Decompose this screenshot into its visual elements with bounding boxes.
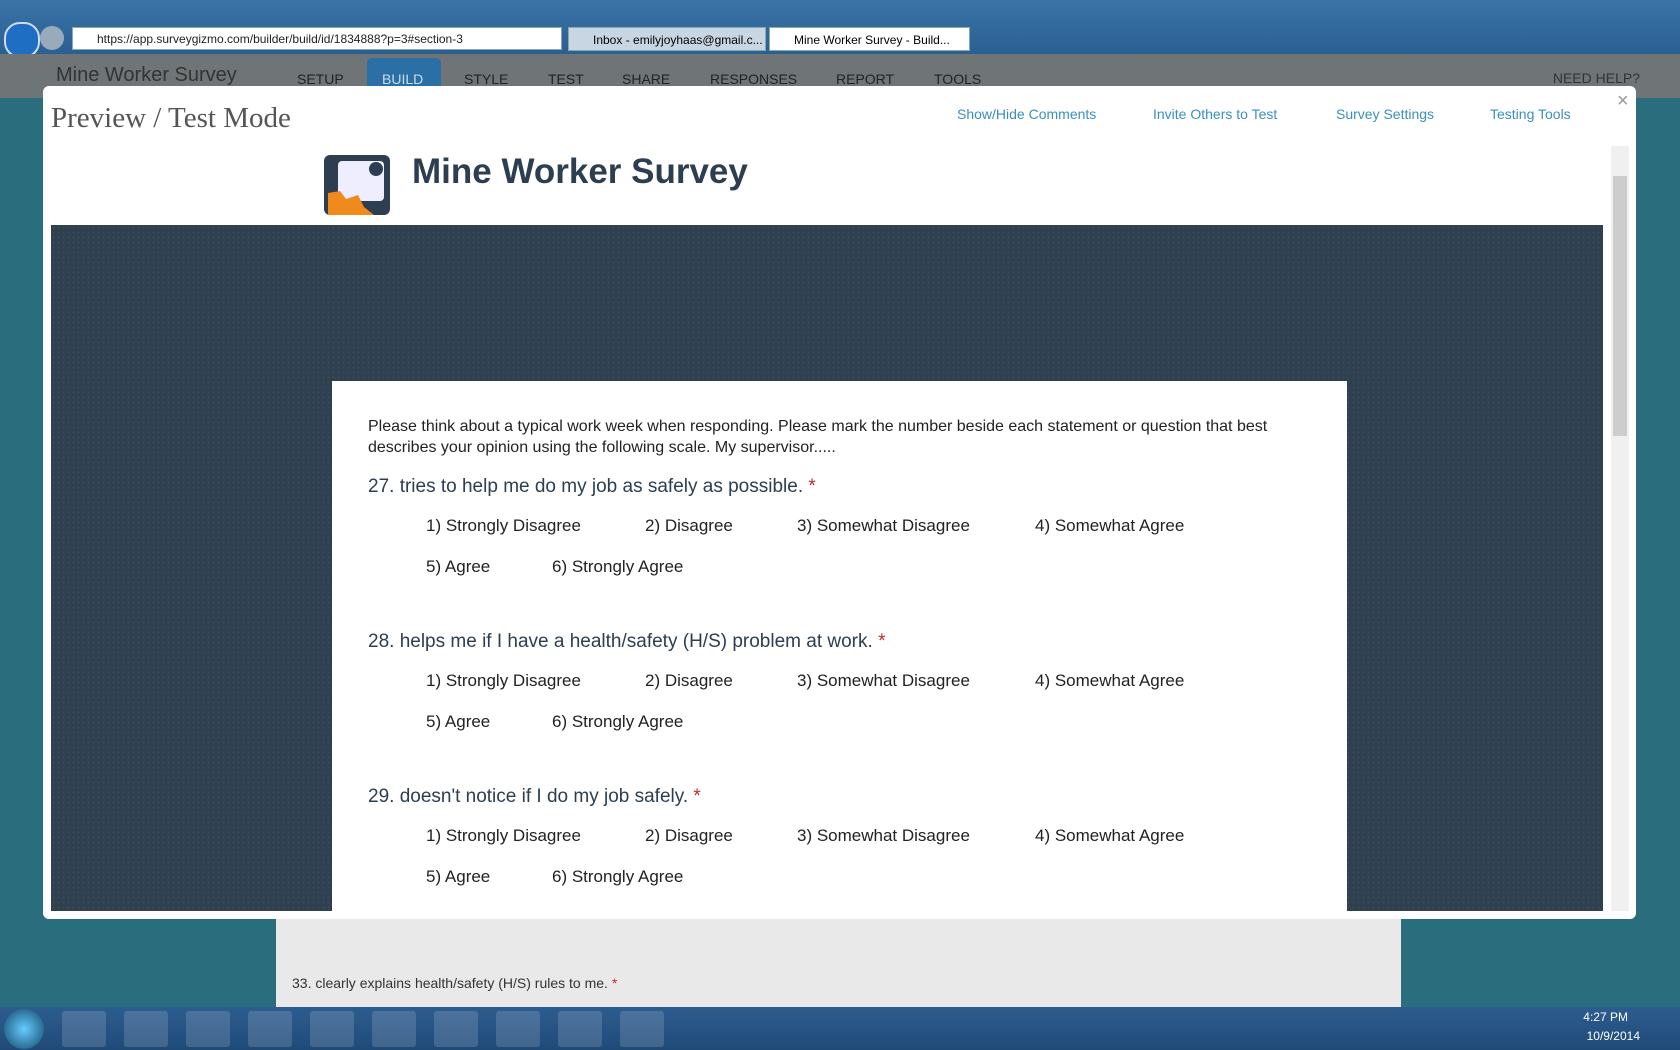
question-text: 29. doesn't notice if I do my job safely… [368,786,689,807]
nav-item[interactable]: STYLE [464,71,509,87]
answer-option[interactable]: 1) Strongly Disagree [426,671,581,690]
scroll-thumb[interactable] [1613,176,1627,436]
nav-item[interactable]: SETUP [297,71,344,87]
nav-item[interactable]: BUILD [382,71,424,87]
address-bar[interactable]: https://app.surveygizmo.com/builder/buil… [72,27,562,50]
survey-logo [324,155,390,215]
answer-option[interactable]: 6) Strongly Agree [552,557,684,576]
taskbar-icon[interactable] [558,1011,602,1047]
answer-option[interactable]: 6) Strongly Agree [552,712,684,731]
nav-item[interactable]: TEST [548,71,584,87]
scrollbar[interactable] [1611,146,1629,911]
modal-link[interactable]: Invite Others to Test [1153,106,1278,122]
forward-button[interactable] [40,26,64,50]
active-tab[interactable]: Mine Worker Survey - Build... [769,27,970,51]
clock-date: 10/9/2014 [1586,1029,1640,1043]
answer-option[interactable]: 3) Somewhat Disagree [797,826,970,845]
taskbar-icon[interactable] [496,1011,540,1047]
taskbar-icon[interactable] [310,1011,354,1047]
background-question: 33. clearly explains health/safety (H/S)… [292,975,617,991]
browser-bar: https://app.surveygizmo.com/builder/buil… [0,0,1680,58]
tab[interactable]: Inbox - emilyjoyhaas@gmail.c... [568,27,766,51]
answer-option[interactable]: 4) Somewhat Agree [1035,671,1185,690]
nav-item[interactable]: RESPONSES [710,71,798,87]
preview-modal: Preview / Test Mode × Mine Worker Survey… [43,86,1636,919]
question-text: 28. helps me if I have a health/safety (… [368,631,873,652]
survey-background: Please think about a typical work week w… [51,225,1603,919]
clock-time: 4:27 PM [1583,1010,1628,1024]
close-button[interactable]: × [1617,90,1629,112]
required-mark: * [693,786,701,807]
taskbar-icon[interactable] [124,1011,168,1047]
start-button[interactable] [4,1009,44,1049]
required-mark: * [878,631,886,652]
answer-option[interactable]: 1) Strongly Disagree [426,516,581,535]
modal-link[interactable]: Testing Tools [1490,106,1571,122]
question: 28. helps me if I have a health/safety (… [368,631,885,653]
taskbar-icon[interactable] [434,1011,478,1047]
taskbar-icon[interactable] [248,1011,292,1047]
taskbar-icon[interactable] [186,1011,230,1047]
taskbar-icon[interactable] [62,1011,106,1047]
answer-option[interactable]: 4) Somewhat Agree [1035,826,1185,845]
modal-link[interactable]: Survey Settings [1336,106,1435,122]
taskbar-icon[interactable] [372,1011,416,1047]
survey-title: Mine Worker Survey [412,152,748,191]
question-text: 27. tries to help me do my job as safely… [368,476,804,497]
required-mark: * [808,476,816,497]
intro-text: Please think about a typical work week w… [368,418,1268,456]
app-title: Mine Worker Survey [56,64,237,86]
answer-option[interactable]: 3) Somewhat Disagree [797,671,970,690]
answer-option[interactable]: 3) Somewhat Disagree [797,516,970,535]
required-mark: * [611,975,618,991]
help-link[interactable]: NEED HELP? [1552,70,1640,86]
nav-item[interactable]: TOOLS [934,71,982,87]
taskbar: 4:27 PM 10/9/2014 [0,1007,1680,1050]
question-text: 33. clearly explains health/safety (H/S)… [292,975,608,991]
question: 29. doesn't notice if I do my job safely… [368,786,701,808]
answer-option[interactable]: 5) Agree [426,557,491,576]
answer-option[interactable]: 2) Disagree [645,671,733,690]
survey-panel: Please think about a typical work week w… [332,381,1347,919]
nav-item[interactable]: REPORT [836,71,895,87]
answer-option[interactable]: 2) Disagree [645,826,733,845]
nav-item[interactable]: SHARE [622,71,671,87]
answer-option[interactable]: 5) Agree [426,712,491,731]
modal-title: Preview / Test Mode [51,102,291,134]
answer-option[interactable]: 5) Agree [426,867,491,886]
modal-link[interactable]: Show/Hide Comments [957,106,1097,122]
answer-option[interactable]: 2) Disagree [645,516,733,535]
answer-option[interactable]: 6) Strongly Agree [552,867,684,886]
back-button[interactable] [4,22,40,58]
question: 27. tries to help me do my job as safely… [368,476,816,498]
answer-option[interactable]: 1) Strongly Disagree [426,826,581,845]
taskbar-icon[interactable] [620,1011,664,1047]
answer-option[interactable]: 4) Somewhat Agree [1035,516,1185,535]
background-panel: 33. clearly explains health/safety (H/S)… [276,919,1401,1007]
